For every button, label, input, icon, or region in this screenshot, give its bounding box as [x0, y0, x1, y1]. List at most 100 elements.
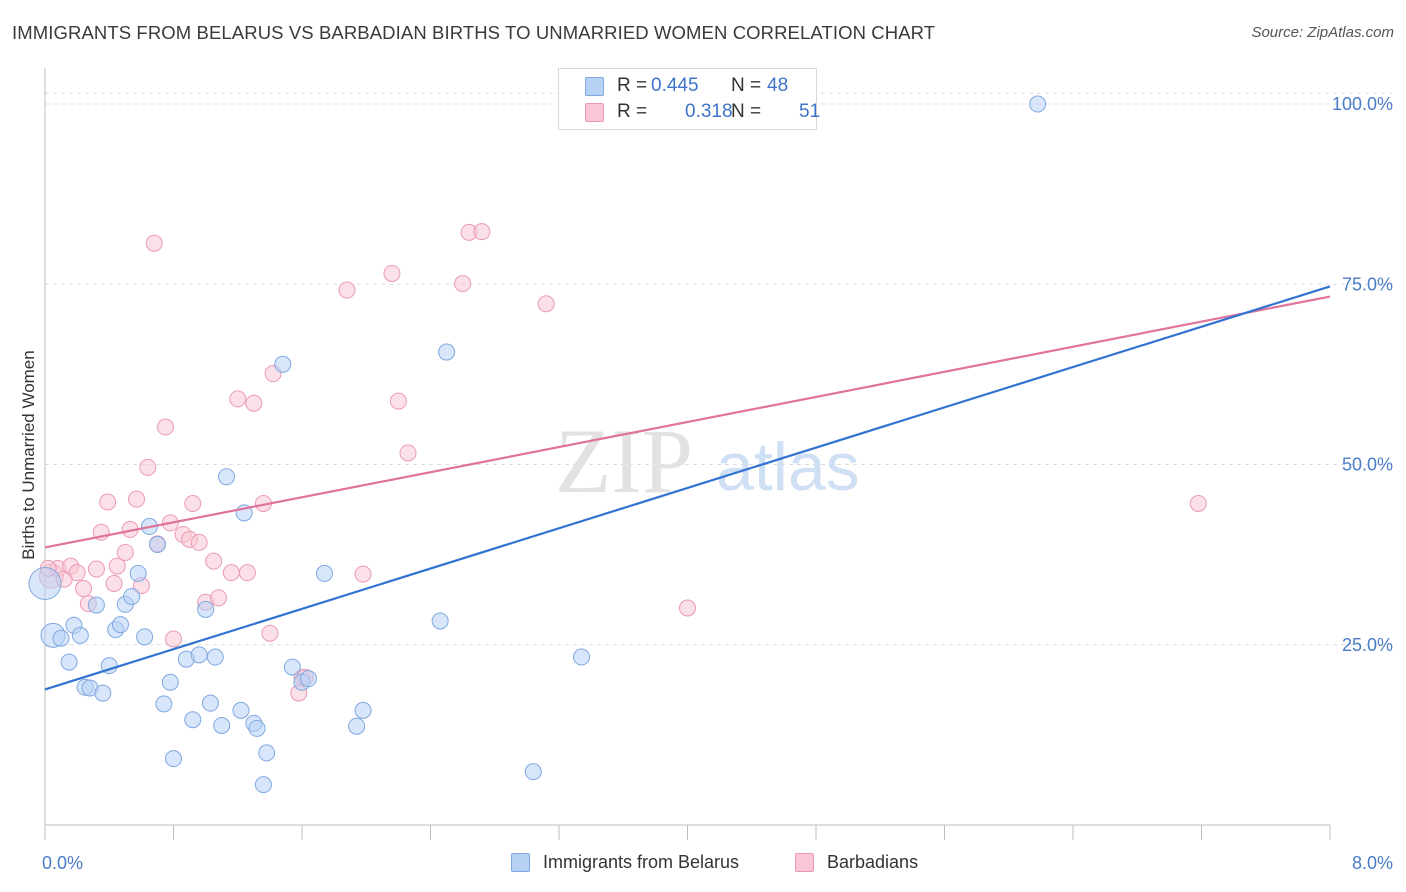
data-point-belarus: [299, 670, 317, 688]
data-point-belarus: [184, 711, 202, 729]
data-point-belarus: [254, 776, 272, 794]
legend-r-value: 0.445: [651, 75, 699, 96]
data-point-barbadians: [238, 564, 256, 582]
data-point-barbadians: [87, 560, 105, 578]
y-tick-label: 50.0%: [1342, 455, 1393, 475]
legend-n-label: N =: [731, 75, 762, 96]
data-point-belarus: [136, 628, 154, 646]
data-point-barbadians: [354, 565, 372, 583]
data-point-belarus: [155, 695, 173, 713]
data-point-belarus: [123, 587, 141, 605]
data-point-barbadians: [116, 543, 134, 561]
y-tick-labels: 25.0% 50.0% 75.0% 100.0%: [1332, 94, 1393, 655]
data-point-barbadians: [338, 281, 356, 299]
data-point-belarus: [248, 719, 266, 737]
data-point-barbadians: [454, 275, 472, 293]
x-tick-labels: 0.0% 8.0%: [42, 853, 1393, 873]
watermark: ZIP atlas: [555, 410, 860, 512]
y-axis-title: Births to Unmarried Women: [19, 350, 38, 559]
legend-swatch-belarus: [585, 77, 604, 96]
series-belarus-points: [28, 95, 1047, 794]
data-point-belarus: [52, 629, 70, 647]
x-tick-label: 0.0%: [42, 853, 83, 873]
data-point-barbadians: [205, 552, 223, 570]
legend-n-value: 48: [767, 75, 789, 96]
data-point-barbadians: [389, 392, 407, 410]
data-point-belarus: [28, 566, 62, 600]
data-point-belarus: [218, 468, 236, 486]
data-point-belarus: [232, 701, 250, 719]
legend-correlation: R = 0.445 N = 48 R = 0.318 N = 51: [558, 68, 821, 130]
data-point-belarus: [524, 763, 542, 781]
data-point-belarus: [71, 626, 89, 644]
data-point-barbadians: [245, 394, 263, 412]
legend-label-belarus: Immigrants from Belarus: [543, 852, 740, 872]
data-point-barbadians: [1189, 494, 1207, 512]
trend-line-belarus: [44, 285, 1331, 691]
data-point-belarus: [161, 673, 179, 691]
data-point-belarus: [1029, 95, 1047, 113]
data-point-belarus: [283, 658, 301, 676]
data-point-belarus: [431, 612, 449, 630]
axes: [44, 68, 1331, 840]
data-point-barbadians: [679, 599, 696, 617]
data-point-belarus: [165, 750, 182, 768]
data-point-belarus: [111, 616, 129, 634]
data-point-belarus: [148, 536, 166, 554]
legend-swatch-barbadians: [585, 103, 604, 122]
data-point-belarus: [129, 564, 147, 582]
data-point-barbadians: [399, 444, 417, 462]
data-point-belarus: [315, 564, 333, 582]
data-point-barbadians: [139, 458, 157, 476]
data-point-barbadians: [68, 564, 86, 582]
data-point-barbadians: [99, 493, 117, 511]
trend-lines: [44, 285, 1331, 691]
data-point-barbadians: [473, 223, 491, 241]
data-point-barbadians: [108, 557, 126, 575]
data-point-belarus: [274, 355, 292, 373]
data-point-belarus: [348, 717, 366, 735]
data-point-belarus: [206, 648, 224, 666]
y-tick-label: 100.0%: [1332, 94, 1393, 114]
source-label: Source: ZipAtlas.com: [1251, 24, 1394, 41]
legend-r-value: 0.318: [685, 101, 733, 122]
y-tick-label: 75.0%: [1342, 274, 1393, 294]
y-tick-label: 25.0%: [1342, 635, 1393, 655]
data-point-belarus: [197, 600, 215, 618]
data-point-barbadians: [75, 580, 93, 598]
legend-swatch-belarus: [511, 853, 530, 872]
data-point-belarus: [94, 684, 112, 702]
chart-title: IMMIGRANTS FROM BELARUS VS BARBADIAN BIR…: [12, 22, 936, 43]
data-point-belarus: [190, 646, 208, 664]
watermark-zip: ZIP: [555, 410, 693, 512]
trend-line-barbadians: [44, 295, 1331, 549]
data-point-barbadians: [229, 390, 247, 408]
data-point-barbadians: [105, 574, 123, 592]
data-point-barbadians: [209, 589, 227, 607]
legend-r-label: R =: [617, 75, 648, 96]
data-point-barbadians: [261, 624, 279, 642]
gridlines: [45, 92, 1392, 646]
data-point-belarus: [258, 744, 276, 762]
legend-r-label: R =: [617, 101, 648, 122]
data-point-barbadians: [128, 490, 146, 508]
data-point-barbadians: [184, 494, 202, 512]
legend-n-label: N =: [731, 101, 762, 122]
x-tick-label: 8.0%: [1352, 853, 1393, 873]
legend-swatch-barbadians: [795, 853, 814, 872]
legend-n-value: 51: [799, 101, 821, 122]
data-point-belarus: [60, 653, 78, 671]
data-point-barbadians: [190, 533, 208, 551]
data-point-belarus: [201, 694, 219, 712]
data-point-belarus: [572, 648, 590, 666]
data-point-barbadians: [145, 234, 163, 252]
data-point-barbadians: [537, 295, 555, 313]
data-point-belarus: [438, 343, 456, 361]
data-point-belarus: [354, 701, 372, 719]
data-point-barbadians: [222, 564, 240, 582]
data-point-belarus: [87, 596, 105, 614]
data-point-barbadians: [383, 264, 401, 282]
data-point-barbadians: [165, 630, 182, 648]
legend-label-barbadians: Barbadians: [827, 852, 919, 872]
